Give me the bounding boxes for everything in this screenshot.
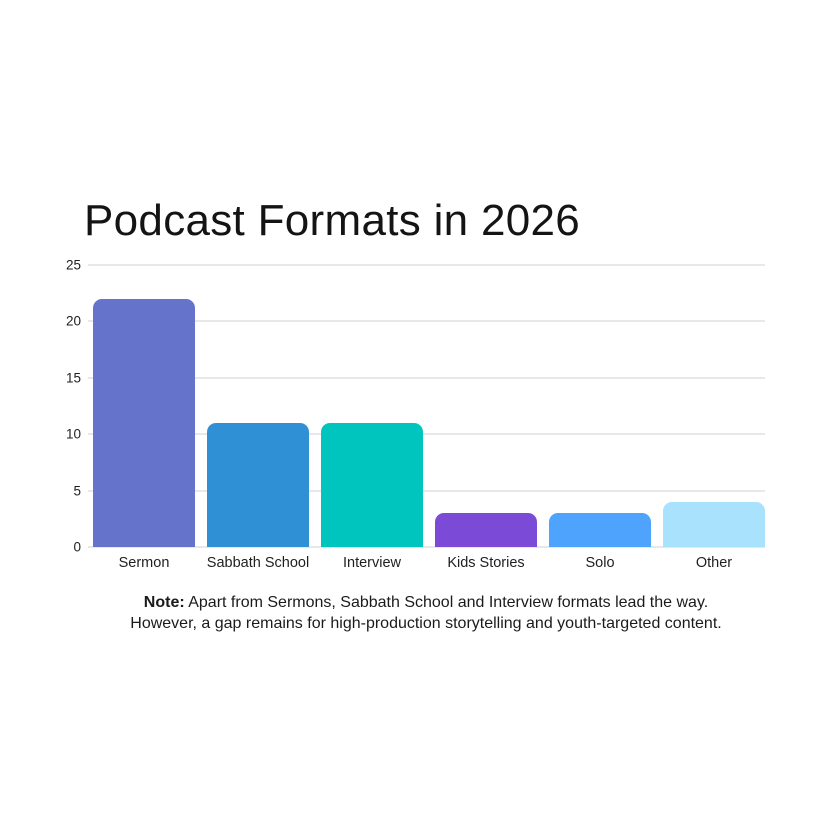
bar-kids-stories xyxy=(435,513,537,547)
bar-other xyxy=(663,502,765,547)
gridline xyxy=(88,433,765,436)
chart-title: Podcast Formats in 2026 xyxy=(84,196,581,245)
x-axis-category-label: Kids Stories xyxy=(447,555,525,571)
bar-interview xyxy=(321,423,423,547)
y-axis-tick-label: 25 xyxy=(65,257,81,273)
gridline xyxy=(88,320,765,323)
note-line2: However, a gap remains for high-producti… xyxy=(130,615,722,632)
y-axis-tick-label: 15 xyxy=(65,370,81,386)
x-axis-category-label: Interview xyxy=(342,555,402,571)
gridline xyxy=(88,546,765,548)
x-axis-category-label: Other xyxy=(695,555,733,571)
bar-solo xyxy=(549,513,651,547)
gridline xyxy=(88,264,765,266)
plot-area: 25 20 15 10 5 0 xyxy=(66,258,765,555)
gridline xyxy=(88,489,765,492)
x-axis-category-label: Sabbath School xyxy=(206,555,310,571)
y-axis-tick-label: 20 xyxy=(65,313,81,329)
chart-note: Note: Apart from Sermons, Sabbath School… xyxy=(26,592,826,634)
y-axis-tick-label: 10 xyxy=(65,426,81,442)
y-axis-tick-label: 0 xyxy=(73,539,81,555)
x-axis-category-label: Solo xyxy=(585,555,615,571)
y-axis-tick-label: 5 xyxy=(73,483,81,499)
bar-sermon xyxy=(93,299,195,547)
note-line1: Apart from Sermons, Sabbath School and I… xyxy=(188,594,709,611)
x-axis-category-label: Sermon xyxy=(118,555,170,571)
note-bold-label: Note: xyxy=(143,594,185,611)
bar-sabbath-school xyxy=(207,423,309,547)
gridline xyxy=(88,376,765,379)
